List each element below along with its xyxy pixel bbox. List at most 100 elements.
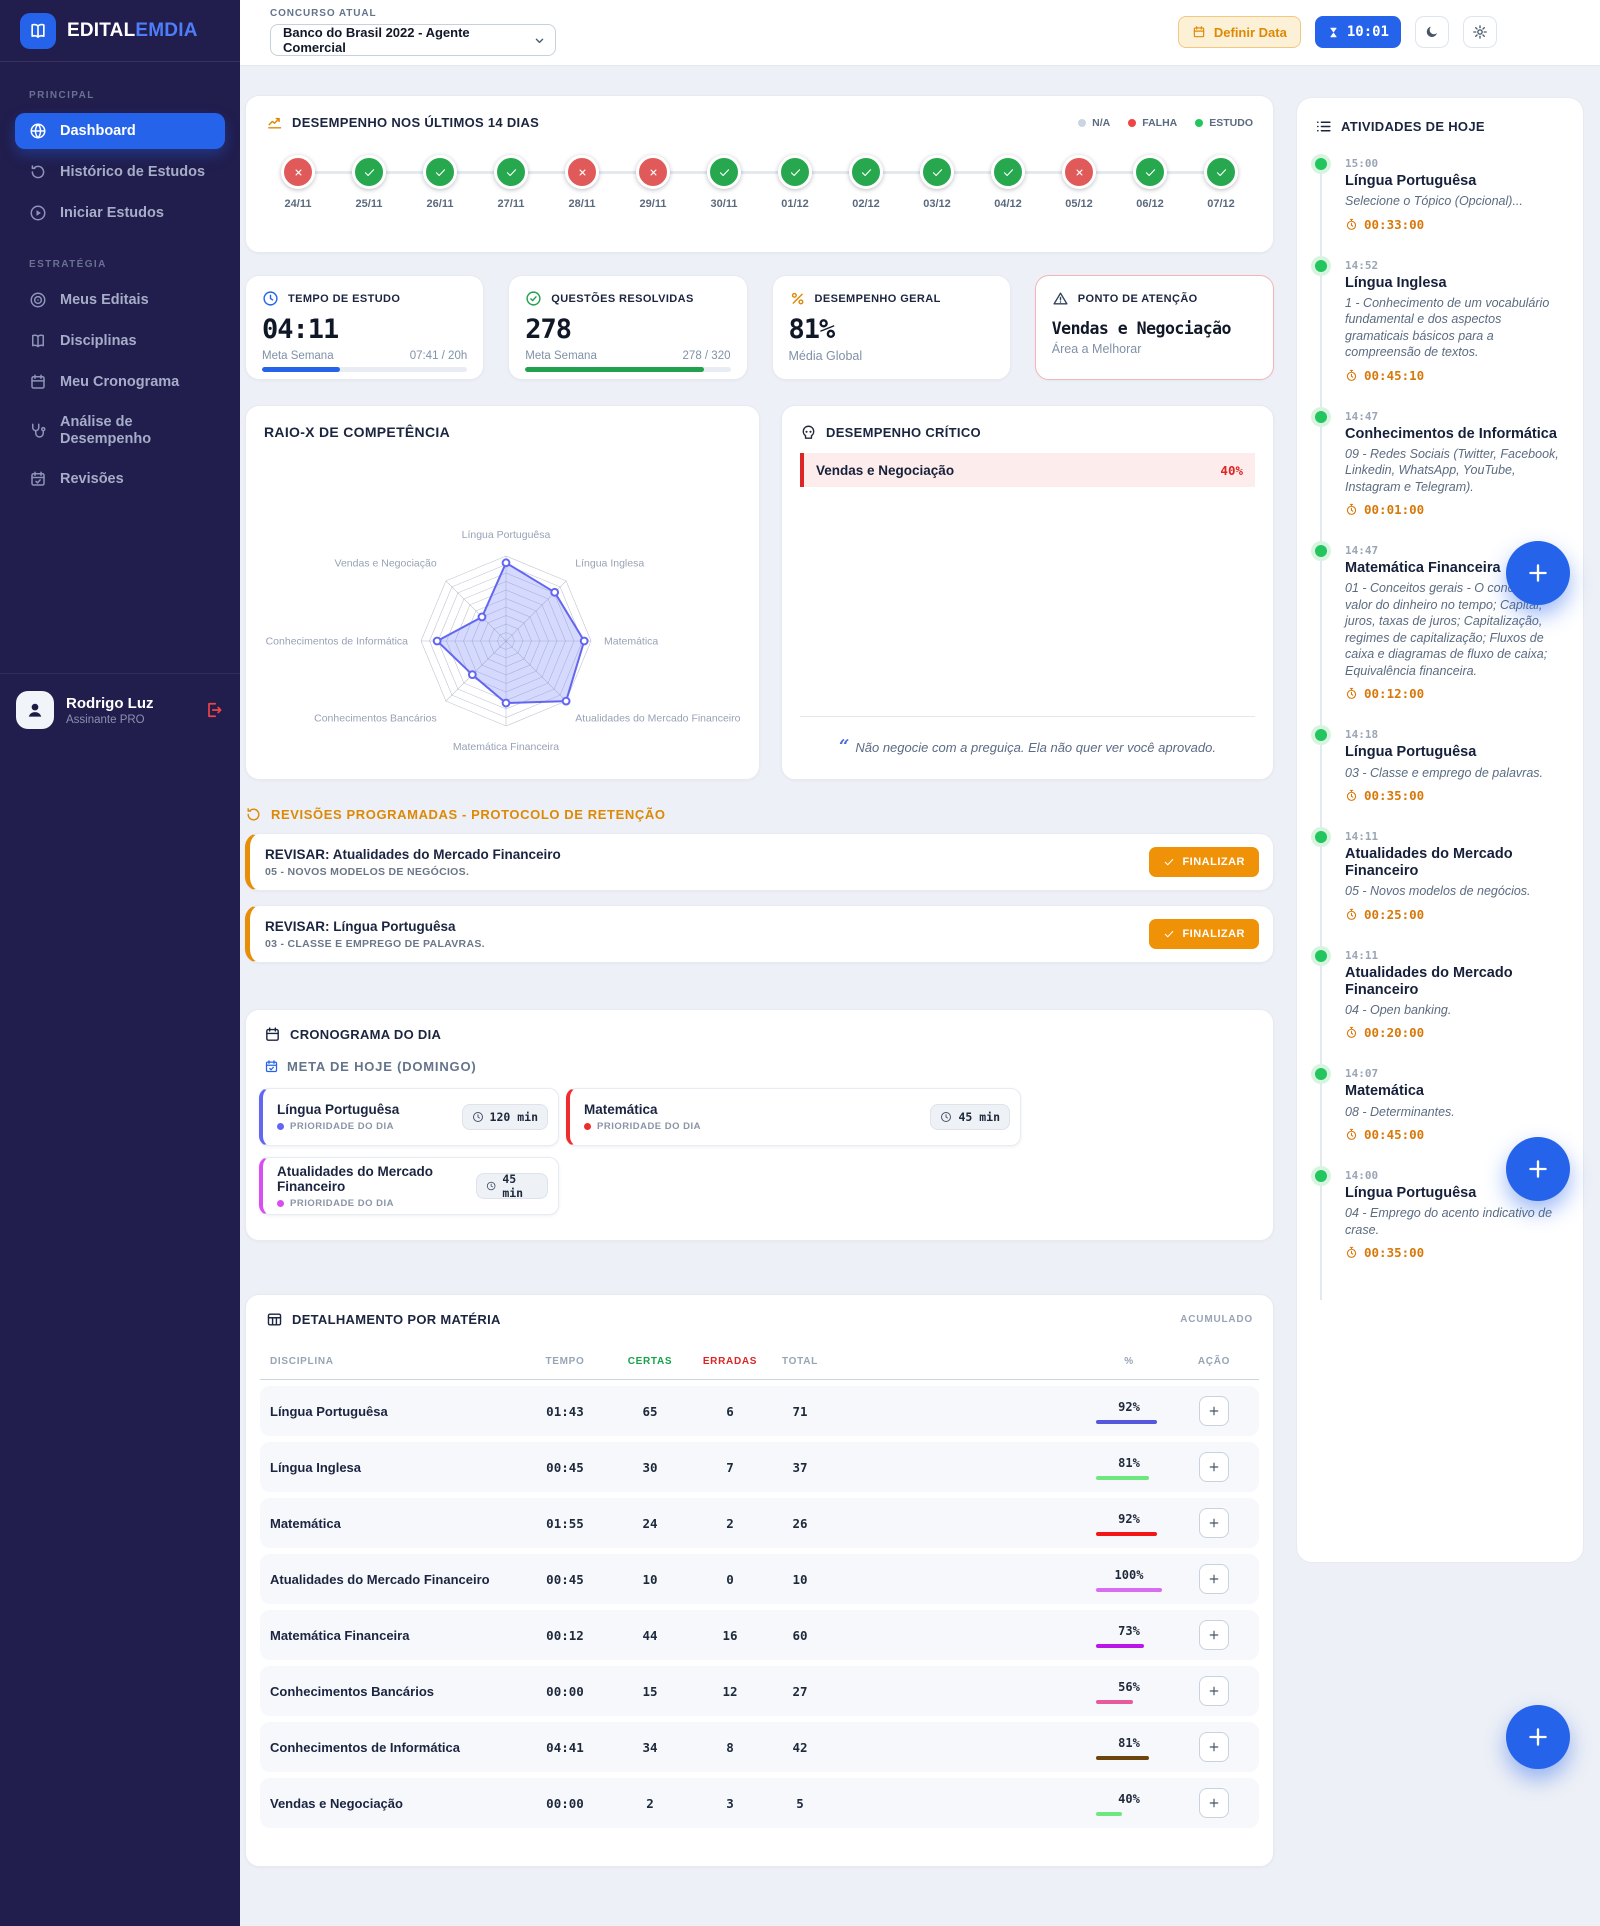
sidebar-item-meus-editais[interactable]: Meus Editais bbox=[15, 282, 225, 318]
critical-title: DESEMPENHO CRÍTICO bbox=[826, 425, 981, 440]
clock-icon bbox=[262, 290, 279, 307]
sidebar-item-disciplinas[interactable]: Disciplinas bbox=[15, 323, 225, 359]
definir-data-button[interactable]: Definir Data bbox=[1177, 16, 1301, 48]
sidebar-item-analise-de-desempenho[interactable]: Análise de Desempenho bbox=[15, 405, 225, 456]
activity-dot-icon bbox=[1315, 1170, 1327, 1183]
logout-icon[interactable] bbox=[204, 700, 224, 720]
finalizar-button[interactable]: FINALIZAR bbox=[1149, 919, 1259, 949]
finalizar-button[interactable]: FINALIZAR bbox=[1149, 847, 1259, 877]
contest-select[interactable]: Banco do Brasil 2022 - Agente Comercial bbox=[270, 24, 556, 56]
activity-duration: 00:20:00 bbox=[1345, 1025, 1565, 1040]
day-date: 30/11 bbox=[710, 198, 738, 210]
activity-item: 14:07 Matemática 08 - Determinantes. 00:… bbox=[1315, 1067, 1565, 1142]
task-name: Atualidades do Mercado Financeiro bbox=[277, 1163, 434, 1194]
revisoes-title: REVISÕES PROGRAMADAS - PROTOCOLO DE RETE… bbox=[271, 807, 666, 822]
column-header: TOTAL bbox=[782, 1356, 818, 1367]
percent-bar bbox=[1096, 1812, 1122, 1816]
meta-label: Meta Semana bbox=[262, 350, 334, 362]
row-total: 71 bbox=[792, 1403, 808, 1419]
stat-value-geral: 81% bbox=[788, 314, 836, 345]
priority-dot-icon bbox=[277, 1199, 284, 1207]
row-erradas: 3 bbox=[726, 1795, 734, 1811]
hourglass-icon bbox=[1327, 26, 1340, 39]
legend-dot-icon bbox=[1078, 118, 1087, 127]
add-session-button[interactable] bbox=[1199, 1396, 1229, 1426]
row-total: 37 bbox=[792, 1459, 808, 1475]
table-icon bbox=[266, 1311, 283, 1328]
task-duration: 120 min bbox=[461, 1104, 548, 1130]
add-session-button[interactable] bbox=[1199, 1676, 1229, 1706]
sidebar-item-iniciar-estudos[interactable]: Iniciar Estudos bbox=[15, 195, 225, 231]
detalhamento-title: DETALHAMENTO POR MATÉRIA bbox=[292, 1312, 501, 1327]
column-header: AÇÃO bbox=[1197, 1356, 1231, 1367]
chevron-down-icon bbox=[532, 33, 547, 48]
day-status-icon bbox=[565, 155, 599, 189]
activity-dot-icon bbox=[1315, 410, 1327, 423]
table-body: Língua Portuguêsa 01:43 65 6 71 92% Líng… bbox=[260, 1386, 1259, 1828]
add-session-button[interactable] bbox=[1199, 1452, 1229, 1482]
day-status: 28/11 bbox=[556, 155, 608, 210]
sidebar: EDITALEMDIA PRINCIPAL Dashboard Históric… bbox=[0, 0, 240, 1926]
performance-14-days-card: DESEMPENHO NOS ÚLTIMOS 14 DIAS N/A FALHA… bbox=[245, 95, 1274, 253]
activity-item: 14:18 Língua Portuguêsa 03 - Classe e em… bbox=[1315, 728, 1565, 803]
critical-performance-card: DESEMPENHO CRÍTICO Vendas e Negociação 4… bbox=[781, 405, 1274, 780]
row-disciplina: Vendas e Negociação bbox=[270, 1795, 403, 1811]
row-total: 60 bbox=[792, 1627, 808, 1643]
row-erradas: 0 bbox=[726, 1571, 734, 1587]
add-session-button[interactable] bbox=[1199, 1508, 1229, 1538]
activity-description: 1 - Conhecimento de um vocabulário funda… bbox=[1345, 295, 1550, 360]
avatar bbox=[16, 691, 54, 729]
day-date: 28/11 bbox=[568, 198, 596, 210]
sidebar-item-label: Meu Cronograma bbox=[60, 373, 180, 390]
settings-button[interactable] bbox=[1463, 16, 1497, 48]
activity-dot-icon bbox=[1315, 259, 1327, 272]
day-status-icon bbox=[1062, 155, 1096, 189]
row-total: 5 bbox=[796, 1795, 804, 1811]
legend-label: ESTUDO bbox=[1209, 116, 1253, 129]
plus-icon bbox=[1207, 1460, 1221, 1474]
percent-bar bbox=[1096, 1588, 1162, 1592]
activity-time: 14:52 bbox=[1345, 258, 1379, 272]
stopwatch-icon bbox=[1345, 908, 1358, 921]
critical-subject-row: Vendas e Negociação 40% bbox=[800, 453, 1255, 487]
session-timer[interactable]: 10:01 bbox=[1314, 16, 1401, 48]
nav-item-icon bbox=[29, 122, 47, 140]
add-session-button[interactable] bbox=[1199, 1620, 1229, 1650]
row-erradas: 2 bbox=[726, 1515, 734, 1531]
revisao-topic: 05 - NOVOS MODELOS DE NEGÓCIOS. bbox=[265, 865, 470, 878]
schedule-task: Língua Portuguêsa PRIORIDADE DO DIA 120 … bbox=[259, 1088, 559, 1146]
activity-dot-icon bbox=[1315, 545, 1327, 558]
activity-description: Selecione o Tópico (Opcional)... bbox=[1345, 194, 1523, 209]
day-date: 07/12 bbox=[1207, 198, 1235, 210]
fab-add-button[interactable] bbox=[1506, 541, 1570, 605]
percent-bar bbox=[1096, 1476, 1149, 1480]
row-tempo: 00:45 bbox=[546, 1459, 584, 1475]
task-name: Língua Portuguêsa bbox=[277, 1102, 400, 1117]
day-status-icon bbox=[849, 155, 883, 189]
add-session-button[interactable] bbox=[1199, 1732, 1229, 1762]
add-session-button[interactable] bbox=[1199, 1788, 1229, 1818]
sidebar-item-historico-de-estudos[interactable]: Histórico de Estudos bbox=[15, 154, 225, 190]
detalhamento-card: DETALHAMENTO POR MATÉRIA ACUMULADO DISCI… bbox=[245, 1294, 1274, 1867]
plus-icon bbox=[1207, 1628, 1221, 1642]
activity-description: 08 - Determinantes. bbox=[1345, 1104, 1455, 1119]
day-status-icon bbox=[423, 155, 457, 189]
dark-mode-button[interactable] bbox=[1415, 16, 1449, 48]
fab-add-button[interactable] bbox=[1506, 1137, 1570, 1201]
svg-text:Matemática Financeira: Matemática Financeira bbox=[453, 741, 559, 753]
row-disciplina: Língua Inglesa bbox=[270, 1459, 362, 1475]
row-disciplina: Atualidades do Mercado Financeiro bbox=[270, 1571, 490, 1587]
row-certas: 24 bbox=[642, 1515, 658, 1531]
fab-add-button[interactable] bbox=[1506, 1705, 1570, 1769]
stat-caption: Média Global bbox=[788, 349, 863, 363]
activities-timeline: 15:00 Língua Portuguêsa Selecione o Tópi… bbox=[1315, 157, 1565, 1301]
sidebar-item-dashboard[interactable]: Dashboard bbox=[15, 113, 225, 149]
progress-track bbox=[262, 367, 468, 372]
sidebar-item-meu-cronograma[interactable]: Meu Cronograma bbox=[15, 364, 225, 400]
column-header: TEMPO bbox=[545, 1356, 585, 1367]
add-session-button[interactable] bbox=[1199, 1564, 1229, 1594]
sidebar-item-revisoes[interactable]: Revisões bbox=[15, 461, 225, 497]
row-tempo: 00:00 bbox=[546, 1795, 584, 1811]
nav-item-icon bbox=[29, 373, 47, 391]
activity-description: 04 - Open banking. bbox=[1345, 1002, 1452, 1017]
